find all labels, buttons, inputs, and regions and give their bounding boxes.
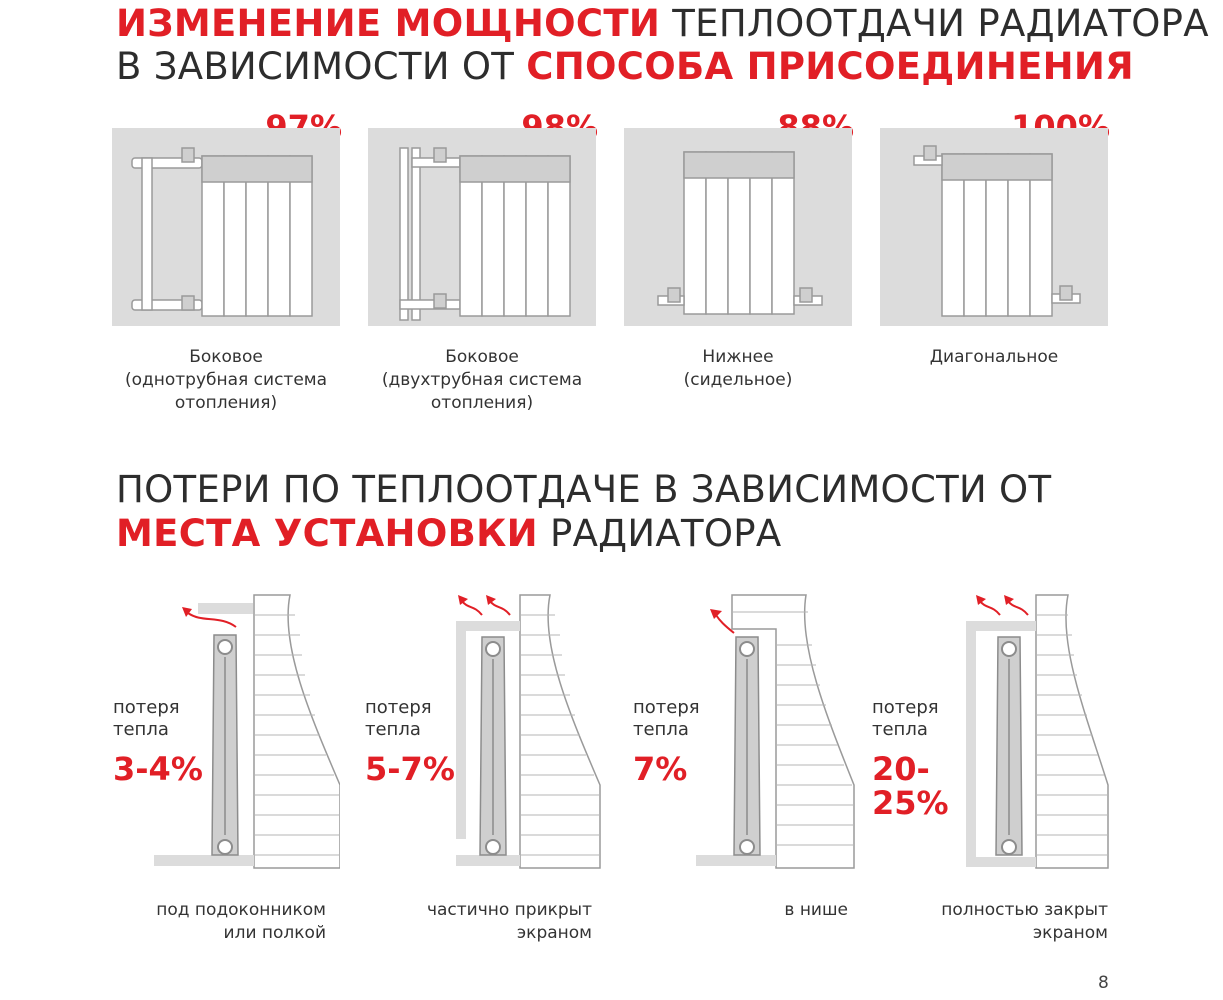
caption-1-line1: Боковое [189,347,263,367]
radiator-under-sill-icon [154,594,341,869]
placement-caption-2: частично прикрыт экраном [392,899,592,945]
radiator-side-two-pipe-icon [399,147,571,321]
loss-label-3: потеря тепла [633,697,700,741]
loss-label-1-line2: тепла [113,719,169,740]
placement-scene-4 [940,585,1140,874]
loss-value-4-line1: 20- [872,750,930,788]
connection-panel-2 [368,128,596,326]
placement-scene-3 [680,585,880,874]
heading-connection-start: В ЗАВИСИМОСТИ ОТ [116,45,515,88]
loss-label-3-line2: тепла [633,719,689,740]
loss-value-1: 3-4% [113,752,203,786]
radiator-bottom-icon [657,151,823,315]
placement-caption-4-line1: полностью закрыт [941,900,1108,920]
connection-panel-1 [112,128,340,326]
heading-connection-line2: В ЗАВИСИМОСТИ ОТ СПОСОБА ПРИСОЕДИНЕНИЯ [116,45,1134,89]
loss-label-3-line1: потеря [633,697,700,718]
connection-panel-3 [624,128,852,326]
heading-connection-highlight: ИЗМЕНЕНИЕ МОЩНОСТИ [116,2,661,45]
caption-connection-4: Диагональное [874,346,1114,369]
caption-connection-1: Боковое (однотрубная система отопления) [106,346,346,415]
placement-caption-1: под подоконником или полкой [126,899,326,945]
placement-scene-2 [420,585,620,874]
page-number: 8 [1098,973,1109,993]
heading-placement-highlight: МЕСТА УСТАНОВКИ [116,512,538,555]
loss-value-3-line1: 7% [633,750,688,788]
loss-value-3: 7% [633,752,687,786]
heading-placement-line1: ПОТЕРИ ПО ТЕПЛООТДАЧЕ В ЗАВИСИМОСТИ ОТ [116,468,1052,511]
loss-value-4: 20- 25% [872,752,949,820]
heading-connection-rest: ТЕПЛООТДАЧИ РАДИАТОРА [672,2,1209,45]
connection-panel-4 [880,128,1108,326]
caption-1-line3: отопления) [174,393,278,413]
placement-caption-4: полностью закрыт экраном [908,899,1108,945]
caption-connection-3: Нижнее (сидельное) [618,346,858,392]
placement-caption-2-line1: частично прикрыт [426,900,592,920]
placement-caption-1-line1: под подоконником [156,900,326,920]
radiator-side-single-pipe-icon [131,147,313,317]
radiator-in-niche-icon [696,594,855,869]
loss-value-4-line2: 25% [872,784,949,822]
placement-caption-3-line1: в нише [784,900,848,920]
placement-caption-4-line2: экраном [1032,923,1108,943]
loss-label-4-line1: потеря [872,697,939,718]
loss-label-1: потеря тепла [113,697,180,741]
caption-4-line1: Диагональное [929,347,1059,367]
heading-connection-line1: ИЗМЕНЕНИЕ МОЩНОСТИ ТЕПЛООТДАЧИ РАДИАТОРА [116,2,1209,46]
caption-2-line3: отопления) [430,393,534,413]
loss-label-2-line2: тепла [365,719,421,740]
caption-1-line2: (однотрубная система [124,370,328,390]
caption-2-line1: Боковое [445,347,519,367]
placement-scene-1 [140,585,341,874]
loss-label-2: потеря тепла [365,697,432,741]
radiator-diagonal-icon [913,145,1081,317]
loss-value-1-line1: 3-4% [113,750,203,788]
placement-caption-2-line2: экраном [516,923,592,943]
loss-value-2-line1: 5-7% [365,750,455,788]
loss-label-4-line2: тепла [872,719,928,740]
heading-connection-highlight2: СПОСОБА ПРИСОЕДИНЕНИЯ [526,45,1134,88]
caption-connection-2: Боковое (двухтрубная система отопления) [362,346,602,415]
loss-label-2-line1: потеря [365,697,432,718]
loss-value-2: 5-7% [365,752,455,786]
heading-placement-rest: РАДИАТОРА [549,512,782,555]
loss-label-1-line1: потеря [113,697,180,718]
caption-3-line1: Нижнее [702,347,774,367]
loss-label-4: потеря тепла [872,697,939,741]
placement-caption-1-line2: или полкой [223,923,326,943]
caption-3-line2: (сидельное) [683,370,793,390]
heading-placement-line2: МЕСТА УСТАНОВКИ РАДИАТОРА [116,512,782,556]
radiator-partial-screen-icon [456,594,601,869]
caption-2-line2: (двухтрубная система [381,370,583,390]
placement-caption-3: в нише [648,899,848,922]
radiator-full-screen-icon [966,594,1109,869]
